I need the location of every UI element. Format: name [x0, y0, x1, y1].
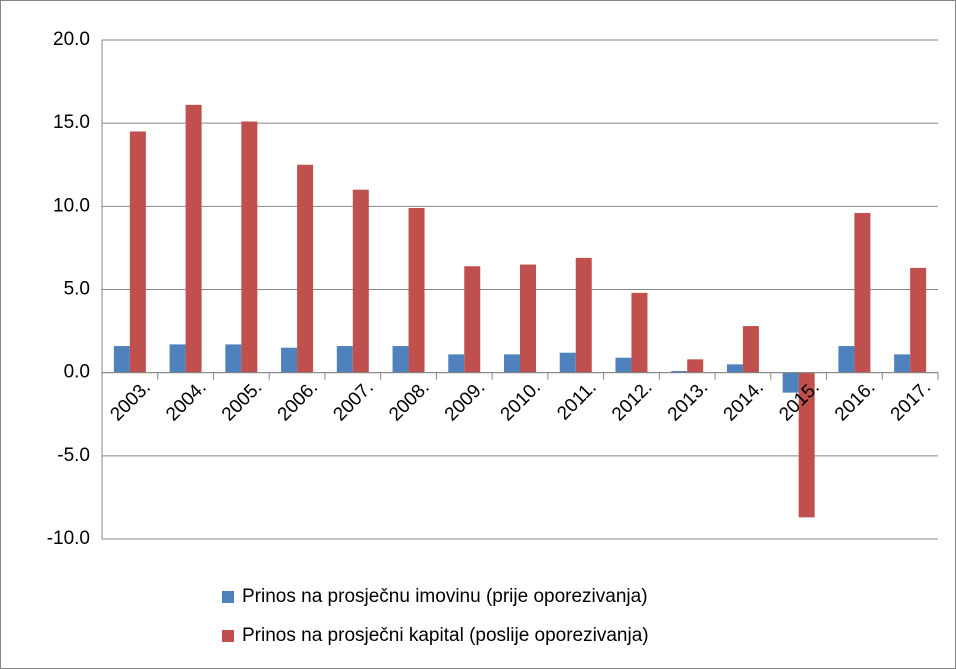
- bar: [352, 189, 369, 373]
- bar: [504, 354, 520, 373]
- bar: [631, 292, 648, 373]
- bar: [408, 207, 425, 373]
- y-tick-label: 15.0: [53, 112, 90, 133]
- bar: [464, 266, 481, 373]
- bar: [113, 346, 130, 373]
- bar: [782, 372, 799, 393]
- y-tick-label: -5.0: [57, 445, 90, 466]
- bar: [671, 371, 688, 373]
- bar: [838, 346, 855, 373]
- bar: [185, 104, 202, 373]
- bar: [742, 326, 759, 373]
- bar: [687, 359, 704, 373]
- legend-swatch: [222, 630, 234, 642]
- legend-label: Prinos na prosječni kapital (poslije opo…: [242, 625, 649, 646]
- bar: [225, 344, 242, 373]
- legend-label: Prinos na prosječnu imovinu (prije opore…: [242, 586, 648, 607]
- bar: [854, 212, 871, 373]
- bar: [894, 354, 911, 373]
- bar: [241, 121, 258, 373]
- y-tick-label: 5.0: [64, 279, 90, 300]
- bar: [281, 347, 298, 373]
- bar: [910, 267, 927, 373]
- y-tick-label: -10.0: [47, 528, 90, 549]
- bar: [575, 257, 592, 373]
- bar: [726, 364, 743, 373]
- bar: [520, 264, 536, 373]
- bar: [448, 354, 465, 373]
- legend-swatch: [222, 591, 234, 603]
- y-tick-label: 0.0: [64, 362, 90, 383]
- bar: [169, 344, 186, 373]
- bar: [559, 352, 576, 373]
- bar: [392, 346, 409, 373]
- bar: [297, 164, 314, 373]
- y-tick-label: 10.0: [53, 195, 90, 216]
- bar: [129, 131, 146, 373]
- bar: [336, 346, 353, 373]
- bar: [798, 372, 815, 518]
- y-tick-label: 20.0: [53, 29, 90, 50]
- bar: [615, 357, 632, 373]
